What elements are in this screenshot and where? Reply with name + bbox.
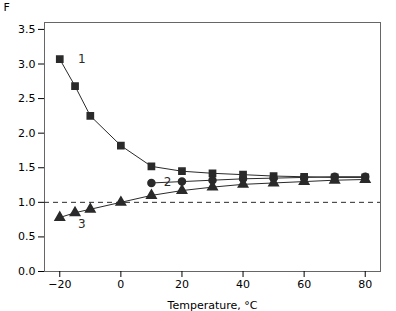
svg-text:Temperature, °C: Temperature, °C <box>167 299 258 311</box>
svg-text:1.0: 1.0 <box>18 196 36 209</box>
svg-text:80: 80 <box>358 278 372 291</box>
svg-text:0: 0 <box>117 278 124 291</box>
svg-text:0.0: 0.0 <box>18 265 36 278</box>
svg-text:60: 60 <box>297 278 311 291</box>
svg-text:2: 2 <box>164 175 172 189</box>
svg-text:2.5: 2.5 <box>18 92 36 105</box>
svg-text:2.0: 2.0 <box>18 127 36 140</box>
svg-text:3.0: 3.0 <box>18 58 36 71</box>
svg-text:1: 1 <box>78 52 86 66</box>
svg-text:−20: −20 <box>48 278 71 291</box>
svg-text:1.5: 1.5 <box>18 161 36 174</box>
svg-text:3.5: 3.5 <box>18 23 36 36</box>
svg-text:3: 3 <box>78 217 86 231</box>
svg-text:20: 20 <box>175 278 189 291</box>
svg-text:0.5: 0.5 <box>18 230 36 243</box>
svg-text:40: 40 <box>236 278 250 291</box>
svg-text:F: F <box>4 1 10 14</box>
